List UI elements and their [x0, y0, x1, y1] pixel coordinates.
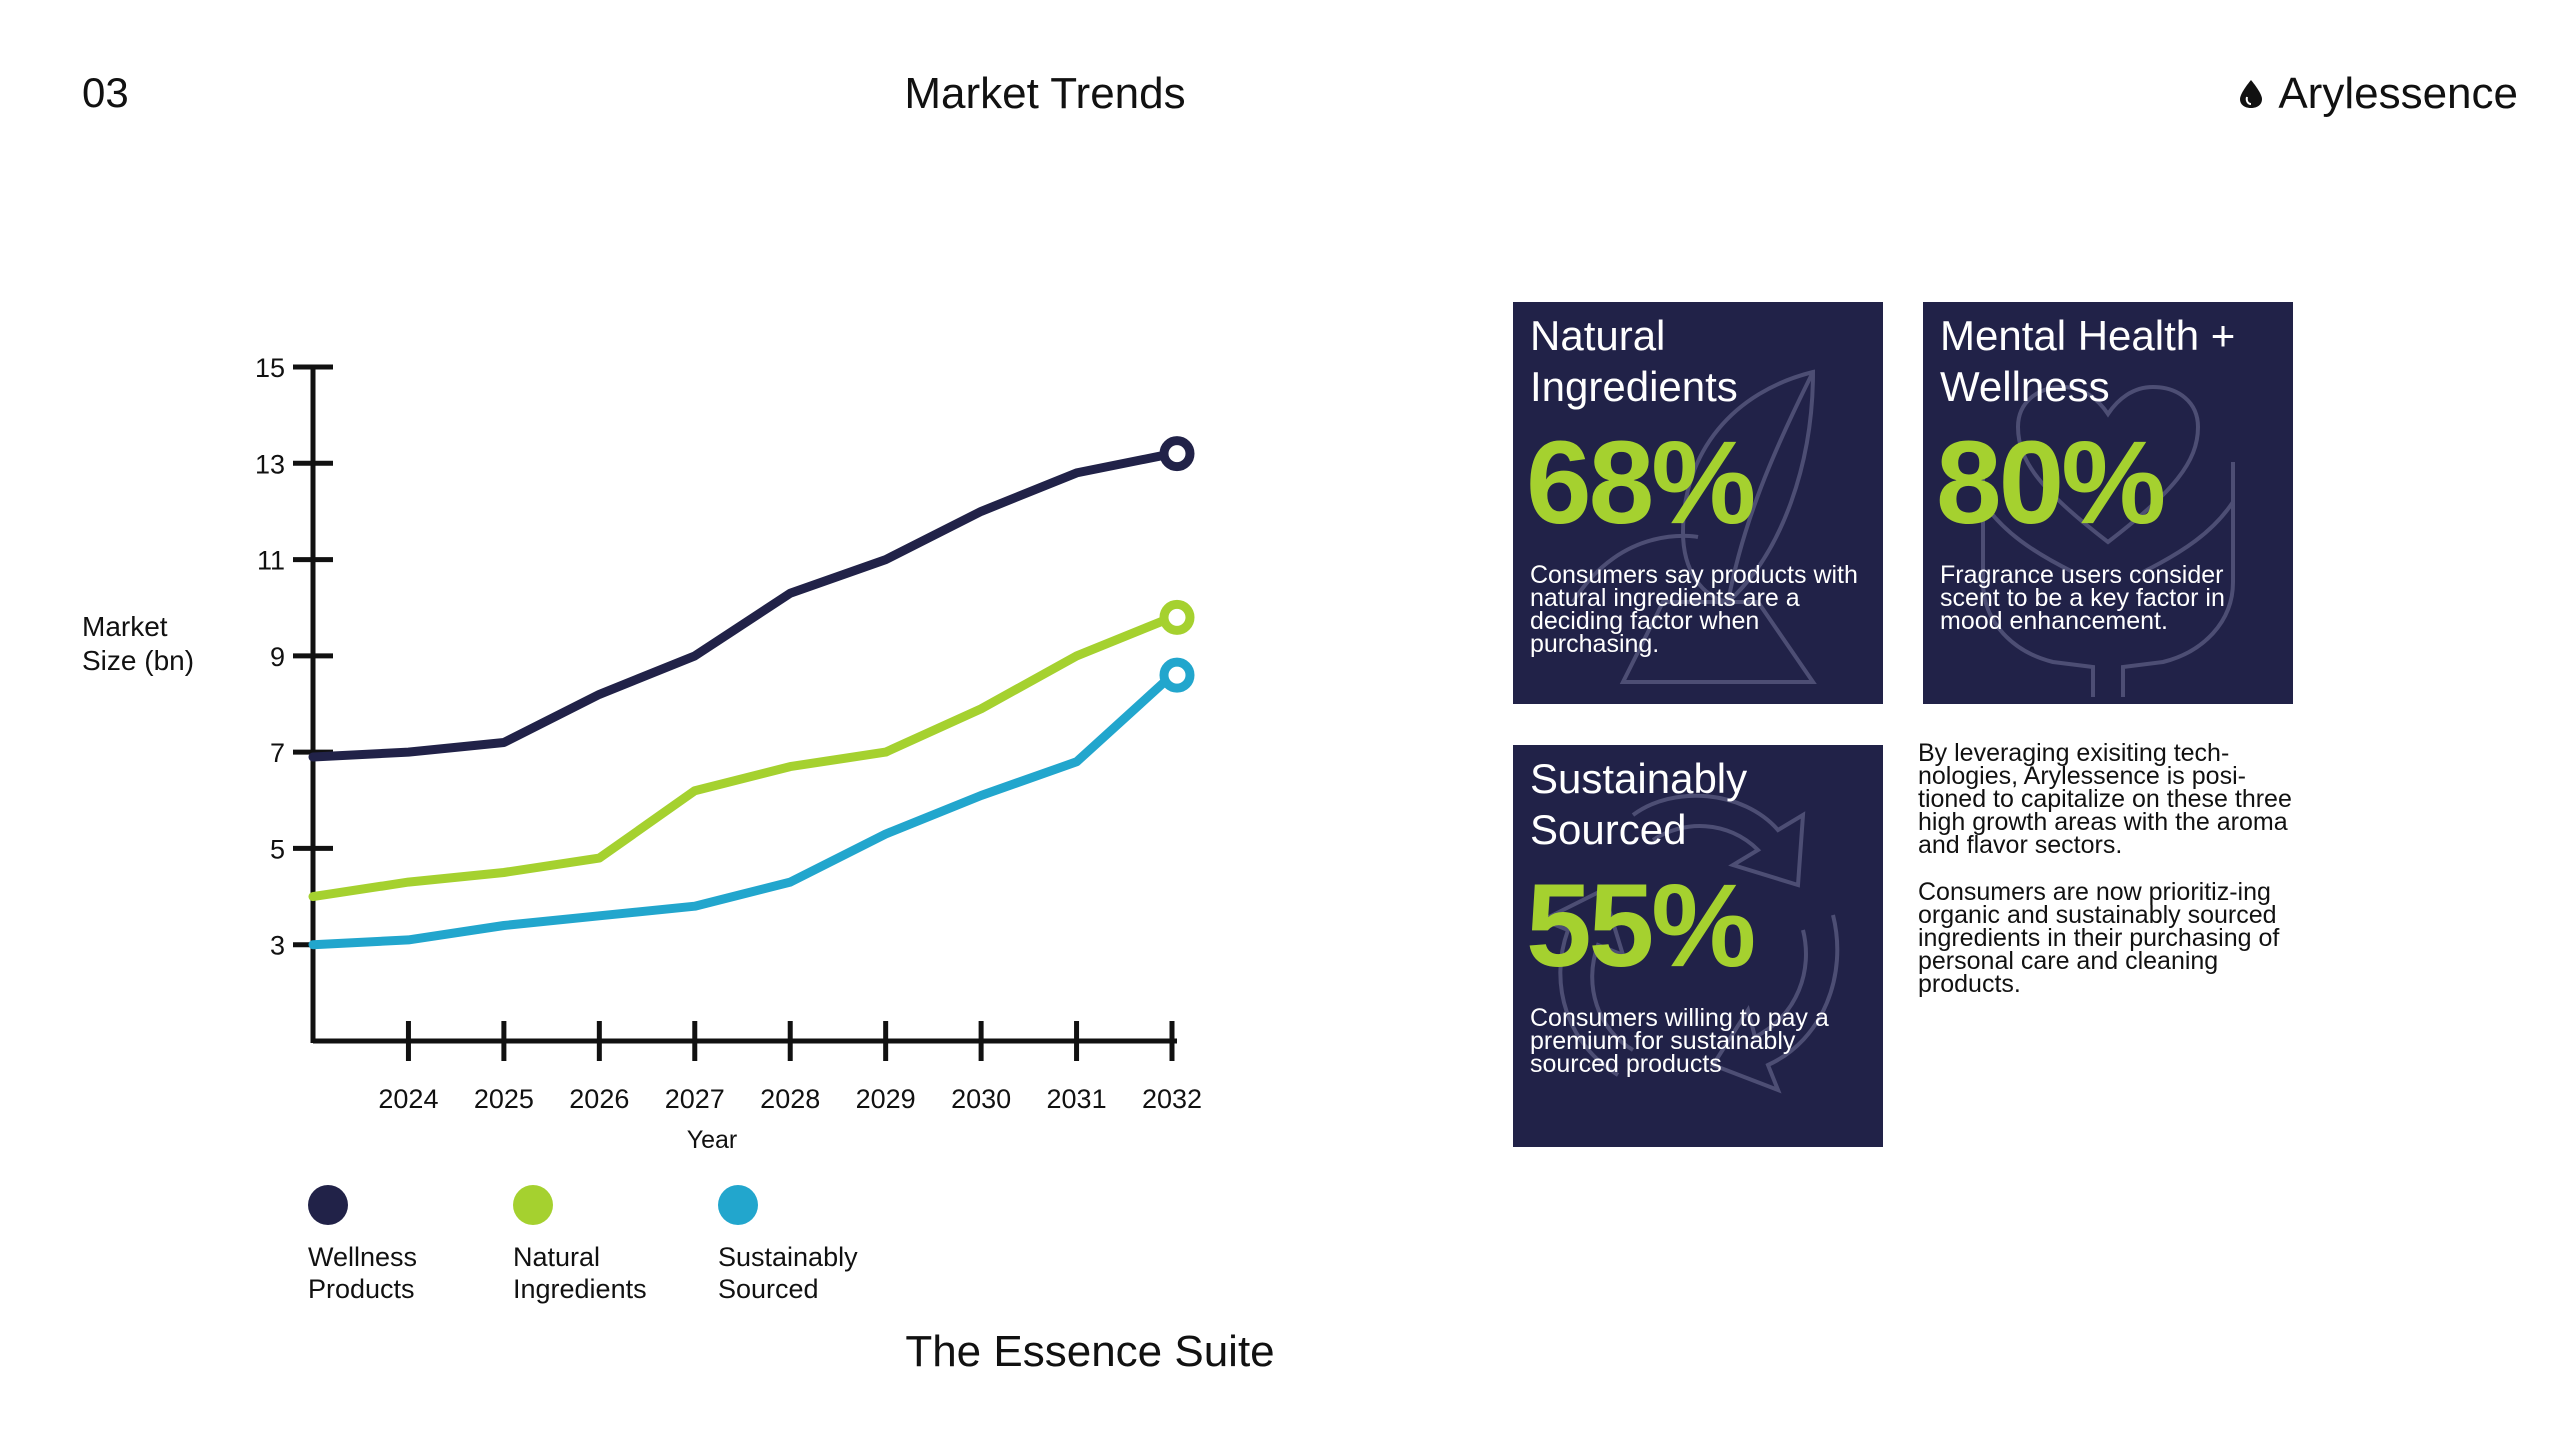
brand-name: Arylessence [2278, 69, 2518, 118]
side-paragraph-1: By leveraging exisiting tech-nologies, A… [1918, 739, 2292, 859]
x-axis-label: Year [687, 1126, 738, 1154]
legend-item-natural: Natural Ingredients [513, 1185, 673, 1305]
x-tick-label: 2024 [378, 1084, 438, 1114]
y-tick-label: 11 [257, 546, 285, 576]
y-tick-label: 15 [255, 353, 285, 383]
x-tick-label: 2025 [474, 1084, 534, 1114]
market-size-line-chart: 3 5 7 9 11 13 15 2024 2025 2026 2027 2028 2029 2030 20… [255, 353, 1202, 1154]
y-tick-label: 3 [270, 931, 285, 961]
x-tick-label: 2029 [856, 1084, 916, 1114]
side-text: By leveraging exisiting tech-nologies, A… [1918, 739, 2293, 1020]
card-title: Sustainably Sourced [1530, 755, 1748, 853]
series-line-2 [308, 670, 1177, 950]
stat-card-mental-health: Mental Health + Wellness 80% Fragrance u… [1923, 302, 2293, 704]
legend-item-sustainable: Sustainably Sourced [718, 1185, 878, 1305]
recycle-icon [1538, 793, 1840, 1094]
y-tick-label: 7 [270, 738, 285, 768]
legend-swatch-wellness [308, 1185, 348, 1225]
legend-label-natural: Natural Ingredients [513, 1242, 647, 1304]
y-tick-label: 5 [270, 834, 285, 864]
series-line-0 [308, 449, 1177, 762]
y-axis-label: Market Size (bn) [82, 611, 195, 676]
card-stat: 68% [1526, 417, 1756, 549]
series-line-1 [308, 612, 1177, 902]
legend-label-sustainable: Sustainably Sourced [718, 1242, 858, 1304]
leaf-icon [1571, 369, 1817, 684]
series-end-marker-2 [1159, 657, 1195, 693]
page-title: Market Trends [904, 69, 1186, 118]
legend-item-wellness: Wellness Products [308, 1185, 468, 1305]
droplet-icon [2240, 80, 2263, 108]
heart-hands-icon [1981, 384, 2235, 697]
legend-label-wellness: Wellness Products [308, 1242, 418, 1304]
x-tick-label: 2030 [951, 1084, 1011, 1114]
card-description: Consumers say products with natural ingr… [1530, 561, 1858, 658]
series-end-marker-1 [1159, 599, 1195, 635]
legend-swatch-natural [513, 1185, 553, 1225]
card-description: Consumers willing to pay a premium for s… [1530, 1004, 1829, 1078]
x-tick-label: 2026 [569, 1084, 629, 1114]
y-tick-label: 13 [255, 449, 285, 479]
brand-logo: Arylessence [2238, 72, 2518, 116]
footer-title: The Essence Suite [905, 1327, 1275, 1376]
card-title: Mental Health + Wellness [1940, 312, 2236, 410]
card-stat: 80% [1936, 417, 2166, 549]
y-tick-label: 9 [270, 642, 285, 672]
card-title: Natural Ingredients [1530, 312, 1738, 410]
legend-swatch-sustainable [718, 1185, 758, 1225]
side-paragraph-2: Consumers are now prioritiz-ing organic … [1918, 878, 2280, 998]
stat-card-sustainably-sourced: Sustainably Sourced 55% Consumers willin… [1513, 745, 1883, 1147]
page-number: 03 [82, 69, 129, 116]
card-description: Fragrance users consider scent to be a k… [1940, 561, 2225, 635]
x-tick-label: 2028 [760, 1084, 820, 1114]
series-end-marker-0 [1159, 436, 1195, 472]
x-tick-label: 2031 [1047, 1084, 1107, 1114]
x-tick-label: 2027 [665, 1084, 725, 1114]
x-tick-label: 2032 [1142, 1084, 1202, 1114]
card-stat: 55% [1526, 860, 1756, 992]
stat-card-natural-ingredients: Natural Ingredients 68% Consumers say pr… [1513, 302, 1883, 704]
